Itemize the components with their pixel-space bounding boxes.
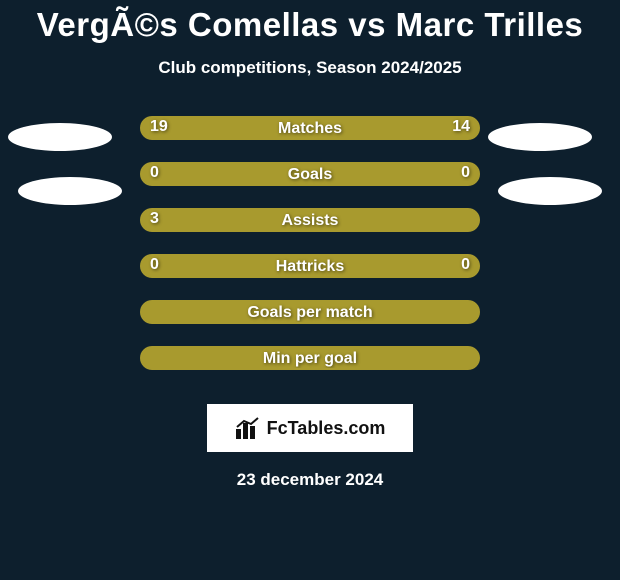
date-label: 23 december 2024 [0,470,620,490]
team-logo-placeholder [498,177,602,205]
subtitle: Club competitions, Season 2024/2025 [0,58,620,78]
stat-row: Hattricks00 [0,254,620,300]
stats-rows-container: Matches1914Goals00Assists3Hattricks00Goa… [0,116,620,392]
stat-bar-track: Goals [140,162,480,186]
stat-row: Assists3 [0,208,620,254]
stat-bar-left [142,210,478,230]
stat-bar-left [142,302,478,322]
stat-bar-right [310,256,478,276]
stat-bar-right [310,164,478,184]
stat-bar-track: Goals per match [140,300,480,324]
team-logo-placeholder [8,123,112,151]
stat-bar-left [142,164,310,184]
stat-bar-left [142,256,310,276]
stat-bar-track: Min per goal [140,346,480,370]
team-logo-placeholder [18,177,122,205]
stat-bar-right [337,118,478,138]
stat-bar-track: Matches [140,116,480,140]
stat-bar-left [142,348,478,368]
stat-bar-track: Assists [140,208,480,232]
stat-row: Goals per match [0,300,620,346]
brand-badge: FcTables.com [207,404,413,452]
brand-text: FcTables.com [267,418,386,439]
stat-row: Min per goal [0,346,620,392]
stat-bar-track: Hattricks [140,254,480,278]
fctables-chart-icon [235,417,261,439]
team-logo-placeholder [488,123,592,151]
page-title: VergÃ©s Comellas vs Marc Trilles [0,0,620,44]
stat-bar-left [142,118,337,138]
